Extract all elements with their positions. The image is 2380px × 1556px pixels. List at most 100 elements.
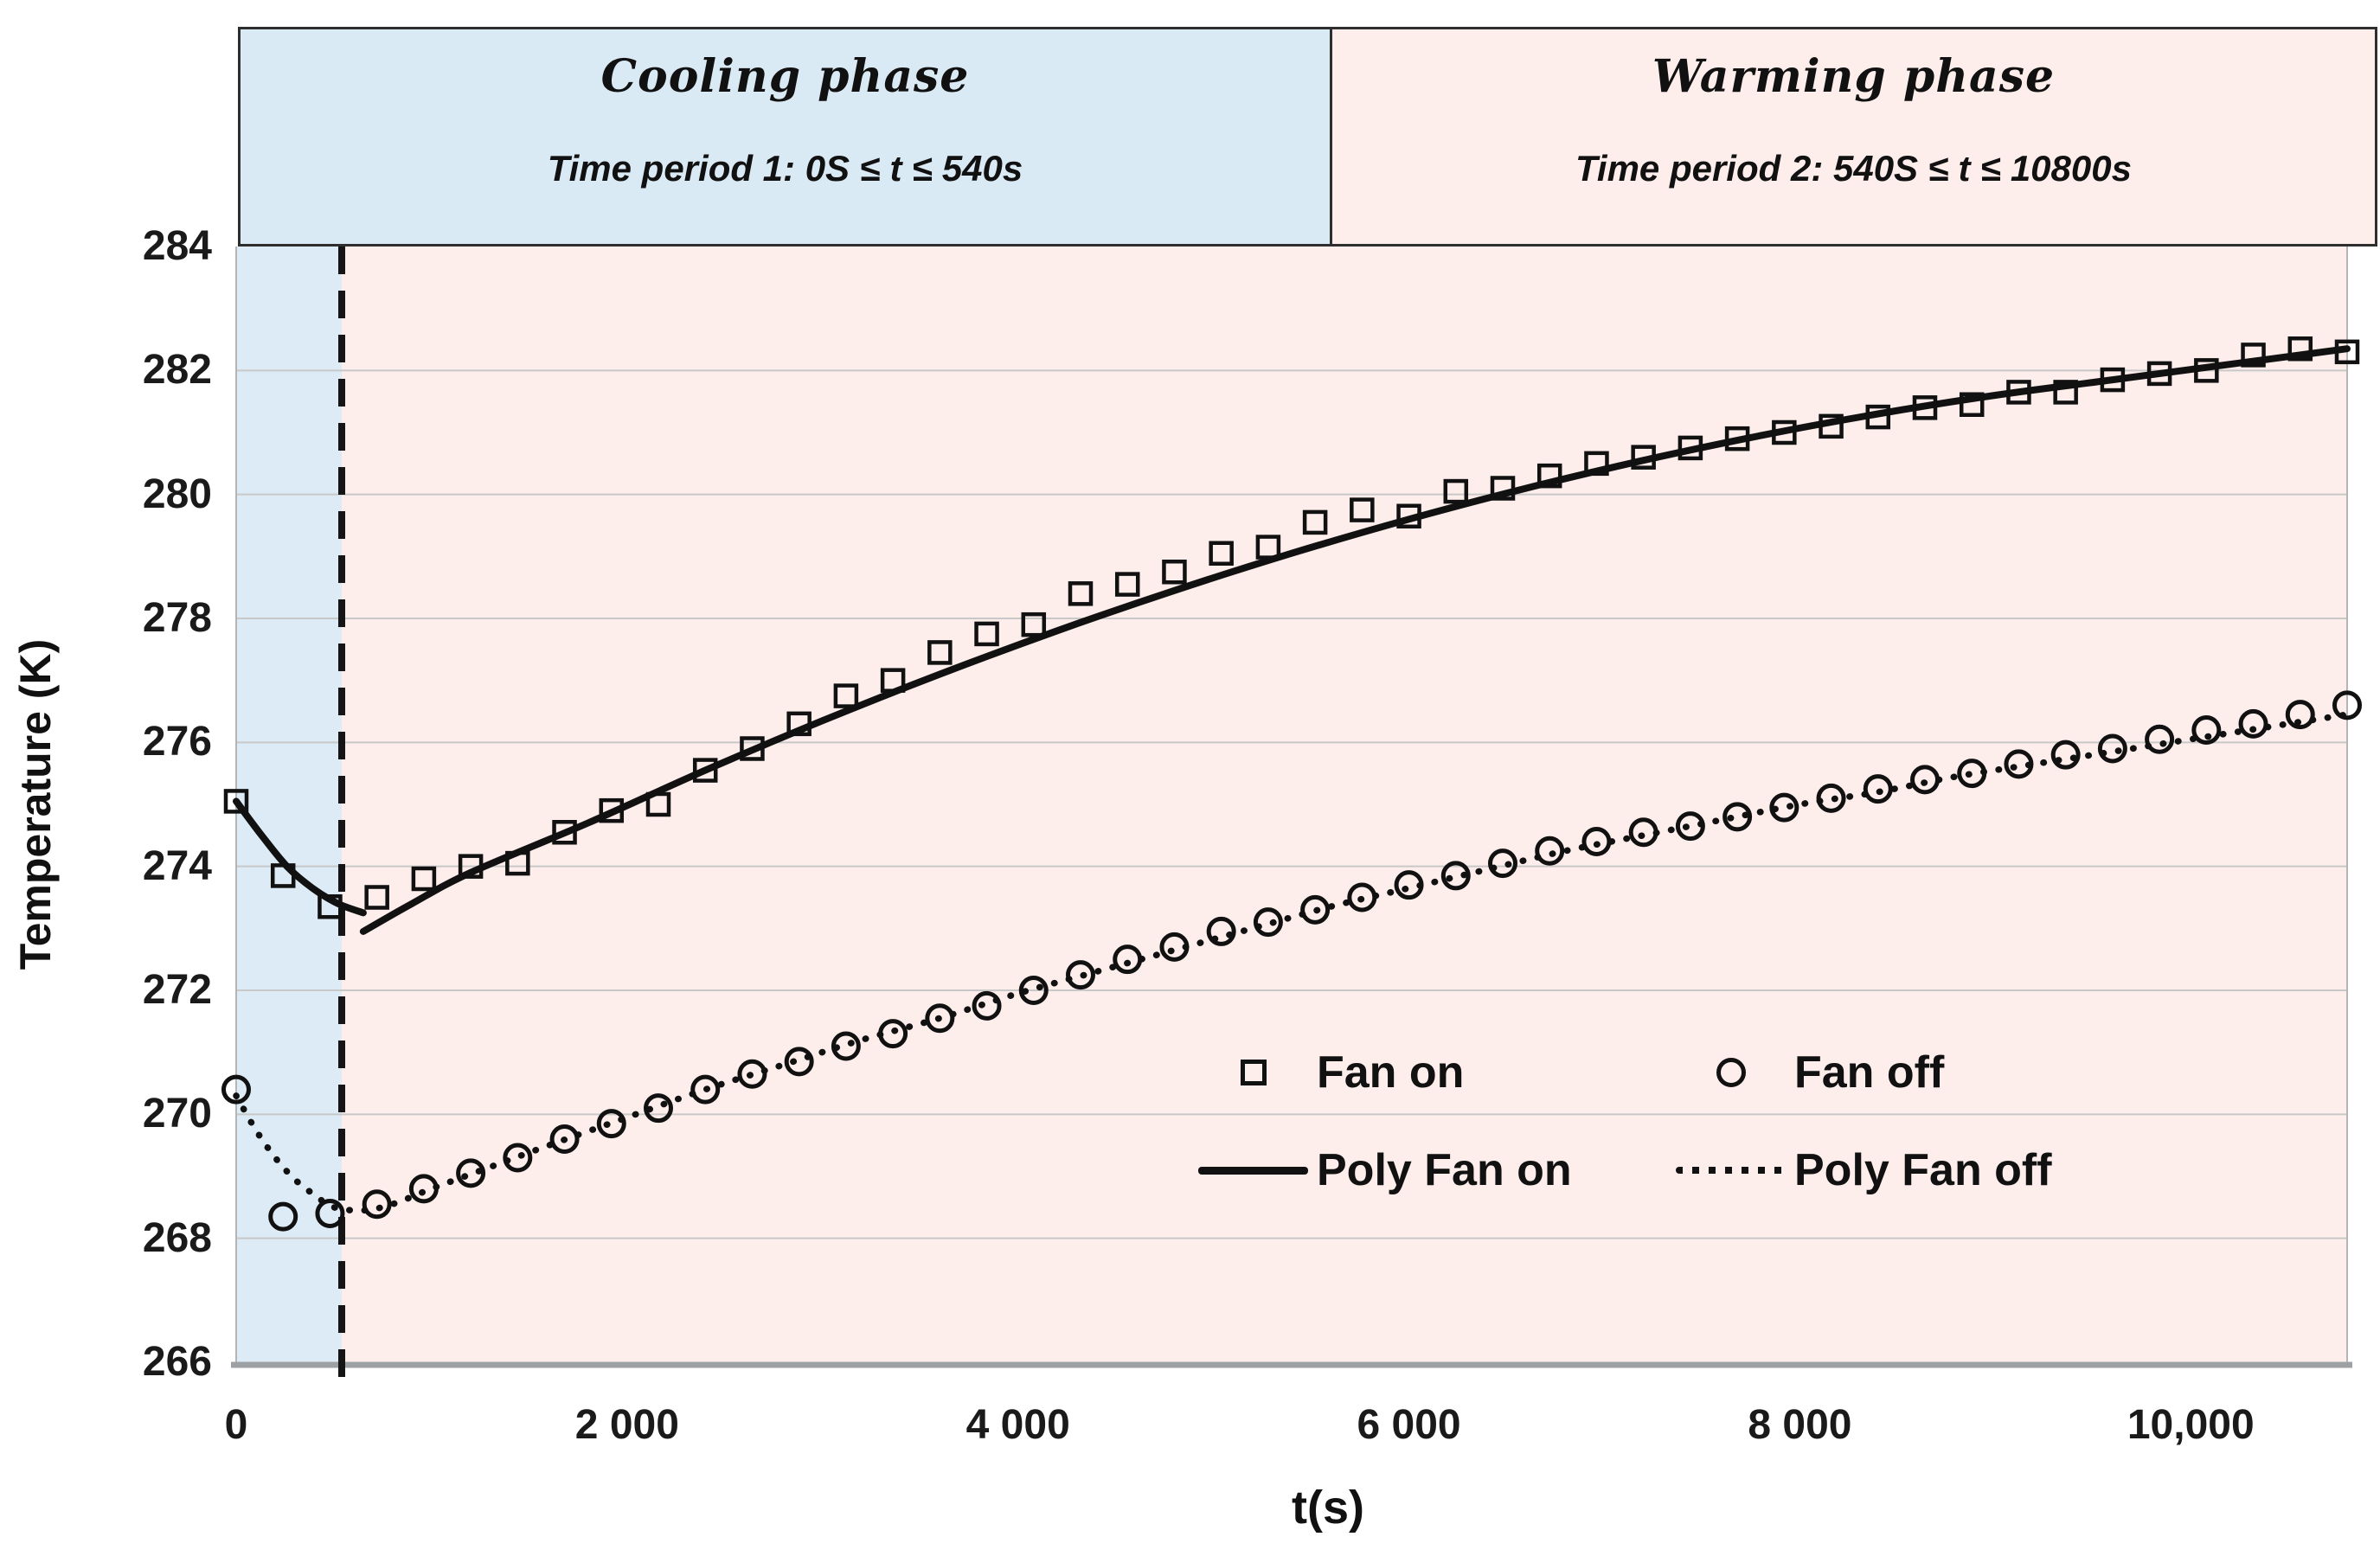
fan-on-data-point xyxy=(2287,336,2313,362)
warming-phase-header: Warming phase Time period 2: 540S ≤ t ≤ … xyxy=(1330,27,2377,247)
fan-off-data-point xyxy=(1300,894,1331,925)
fan-off-data-point xyxy=(1910,765,1940,795)
fan-off-data-point xyxy=(690,1074,721,1105)
fan-off-data-point xyxy=(503,1143,533,1173)
y-tick-label-272: 272 xyxy=(142,967,212,1013)
fan-off-data-point xyxy=(1488,848,1517,879)
circle-marker-icon xyxy=(1676,1042,1786,1103)
fan-on-data-point xyxy=(1021,612,1047,637)
fan-on-data-point xyxy=(880,668,906,693)
fan-off-data-point xyxy=(1018,976,1049,1005)
fan-off-data-point xyxy=(878,1019,908,1049)
dotted-line-icon xyxy=(1676,1140,1786,1201)
y-tick-label-266: 266 xyxy=(142,1339,212,1385)
fan-off-data-point xyxy=(2191,715,2222,745)
fan-on-data-point xyxy=(645,791,671,817)
fan-off-data-point xyxy=(2097,733,2127,764)
fan-on-data-point xyxy=(270,863,296,888)
fan-off-data-point xyxy=(1769,792,1799,823)
x-tick-label-10000: 10,000 xyxy=(2127,1402,2255,1448)
fan-on-data-point xyxy=(1819,413,1844,439)
fan-off-data-point xyxy=(362,1189,392,1220)
fan-off-data-point xyxy=(1628,817,1658,848)
fan-on-data-point xyxy=(1772,419,1797,445)
fan-off-data-point xyxy=(1440,861,1471,891)
fan-on-data-point xyxy=(1443,478,1469,504)
fan-off-data-point xyxy=(831,1031,861,1061)
poly-fan-off-curve-0 xyxy=(233,711,2351,1214)
fan-on-data-point xyxy=(2006,380,2031,405)
fan-off-data-point xyxy=(2238,708,2268,739)
fan-off-data-point xyxy=(1816,783,1846,813)
y-tick-label-270: 270 xyxy=(142,1091,212,1137)
x-tick-label-4000: 4 000 xyxy=(965,1402,1070,1448)
cooling-phase-title: Cooling phase xyxy=(600,50,970,103)
square-marker-icon xyxy=(1198,1042,1308,1103)
y-tick-label-282: 282 xyxy=(142,347,212,394)
fan-on-data-point xyxy=(2146,361,2172,387)
fan-on-data-point xyxy=(1114,572,1140,597)
fan-on-data-point xyxy=(833,683,859,708)
fan-off-data-point xyxy=(1253,907,1283,938)
legend-item-poly-fan-off: Poly Fan off xyxy=(1676,1140,2052,1201)
fan-on-data-point xyxy=(740,736,765,761)
x-tick-label-0: 0 xyxy=(224,1402,248,1448)
solid-line-icon xyxy=(1198,1140,1308,1201)
fan-off-data-point xyxy=(1159,932,1190,962)
fan-on-data-point xyxy=(1255,535,1281,560)
fan-off-data-point xyxy=(737,1059,767,1089)
warming-region-band xyxy=(342,247,2347,1362)
fan-on-data-point xyxy=(1912,395,1938,420)
x-tick-label-2000: 2 000 xyxy=(574,1402,679,1448)
fan-on-data-point xyxy=(1396,503,1421,528)
x-axis-title: t(s) xyxy=(1292,1482,1364,1534)
legend-label-fan-on: Fan on xyxy=(1317,1047,1465,1098)
warming-phase-title: Warming phase xyxy=(1652,50,2056,103)
fan-on-data-point xyxy=(1490,476,1516,501)
fan-off-data-point xyxy=(1722,802,1753,832)
fan-off-data-point xyxy=(1206,916,1236,946)
fan-off-data-point xyxy=(2285,700,2315,730)
y-tick-label-278: 278 xyxy=(142,595,212,641)
fan-off-data-point xyxy=(972,990,1002,1021)
fan-on-data-point xyxy=(1724,426,1750,451)
fan-on-data-point xyxy=(2100,367,2126,393)
fan-on-data-point xyxy=(2241,343,2266,368)
fan-on-data-point xyxy=(927,640,953,665)
fan-off-data-point xyxy=(1535,836,1565,866)
fan-on-data-point xyxy=(786,711,812,737)
fan-on-data-point xyxy=(2194,358,2219,383)
cooling-phase-header: Cooling phase Time period 1: 0S ≤ t ≤ 54… xyxy=(238,27,1332,247)
fan-off-data-point xyxy=(1675,811,1705,842)
x-tick-label-8000: 8 000 xyxy=(1748,1402,1852,1448)
fan-on-data-point xyxy=(1865,404,1891,430)
fan-off-data-point xyxy=(1347,882,1377,912)
legend-label-poly-fan-on: Poly Fan on xyxy=(1317,1145,1572,1195)
fan-off-data-point xyxy=(549,1124,580,1154)
fan-off-data-point xyxy=(456,1158,486,1188)
legend-item-fan-on: Fan on xyxy=(1198,1042,1464,1103)
fan-on-data-point xyxy=(692,758,718,783)
y-axis-title: Temperature (K) xyxy=(11,638,60,970)
fan-off-data-point xyxy=(221,1074,251,1105)
fan-on-data-point xyxy=(2334,339,2360,365)
fan-on-data-point xyxy=(2053,380,2078,405)
fan-on-data-point xyxy=(1631,445,1656,470)
fan-on-data-point xyxy=(1350,497,1375,522)
fan-off-data-point xyxy=(2050,740,2081,770)
cooling-phase-subtitle: Time period 1: 0S ≤ t ≤ 540s xyxy=(547,148,1023,189)
fan-off-data-point xyxy=(1066,960,1095,990)
fan-off-data-point xyxy=(2332,690,2362,720)
x-tick-label-6000: 6 000 xyxy=(1357,1402,1461,1448)
fan-off-data-point xyxy=(315,1199,345,1228)
fan-on-data-point xyxy=(599,797,625,823)
y-tick-label-284: 284 xyxy=(142,223,212,269)
fan-off-data-point xyxy=(2004,749,2034,779)
y-tick-label-276: 276 xyxy=(142,719,212,765)
fan-on-data-point xyxy=(1959,392,1985,417)
y-tick-label-274: 274 xyxy=(142,842,212,889)
y-tick-label-280: 280 xyxy=(142,471,212,517)
fan-on-data-point xyxy=(1678,435,1703,461)
